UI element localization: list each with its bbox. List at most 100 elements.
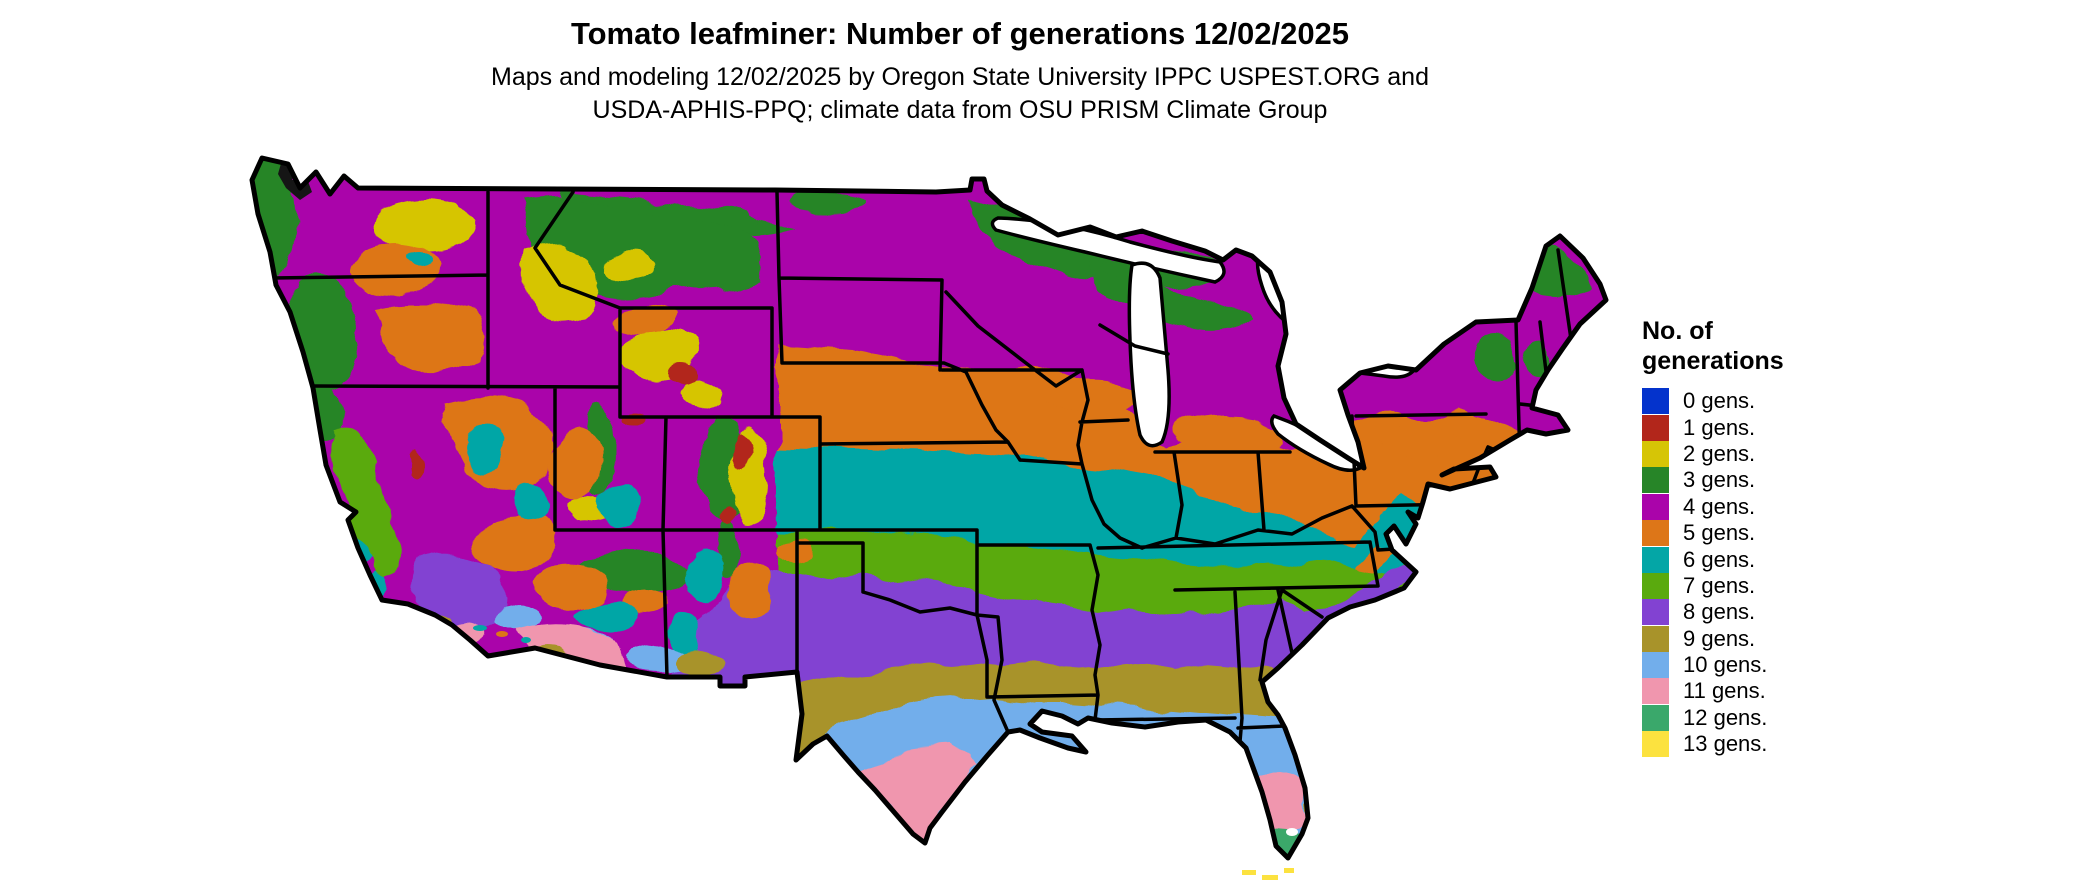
terrain-patch [687,549,723,601]
channel-islands [473,625,531,643]
legend-row: 13 gens. [1642,731,1872,758]
legend-swatch [1642,704,1669,731]
legend-swatch [1642,652,1669,679]
subtitle-line-1: Maps and modeling 12/02/2025 by Oregon S… [491,63,1429,91]
page-title: Tomato leafminer: Number of generations … [570,16,1350,51]
terrain-patch [350,243,440,293]
key-island [1262,875,1278,880]
channel-island [496,631,508,637]
legend-swatch [1642,388,1669,415]
legend-label: 12 gens. [1683,704,1768,730]
legend-swatch [1642,625,1669,652]
legend-swatch [1642,520,1669,547]
terrain-patch [550,430,600,500]
legend-label: 5 gens. [1683,520,1756,546]
legend-row: 7 gens. [1642,572,1872,599]
legend-swatch [1642,678,1669,705]
channel-island [521,637,531,643]
legend-swatch [1642,572,1669,599]
us-generations-map [249,155,1609,880]
terrain-patch [628,646,688,670]
legend-swatch [1642,731,1669,758]
legend-title-line-1: No. of [1642,317,1713,345]
legend-row: 1 gens. [1642,414,1872,441]
legend-label: 11 gens. [1683,678,1766,704]
terrain-patch [776,490,804,530]
terrain-patch [790,191,870,209]
terrain-patch [1175,417,1285,453]
legend-row: 3 gens. [1642,467,1872,494]
terrain-patch [1476,332,1520,388]
terrain-patch [733,432,751,468]
legend: No. of generations 0 gens. 1 gens. 2 gen… [1642,316,1872,758]
channel-island [473,625,487,631]
terrain-patch [1035,379,1145,411]
terrain-patch [1542,453,1578,477]
lake-okeechobee [1286,828,1298,836]
terrain-patch [719,503,735,527]
subtitle-line-2: USDA-APHIS-PPQ; climate data from OSU PR… [592,96,1328,124]
terrain-patch [621,413,649,427]
terrain-patch [406,252,430,268]
terrain-patch [669,615,701,655]
legend-label: 8 gens. [1683,599,1756,625]
legend-row: 6 gens. [1642,546,1872,573]
terrain-patch [573,599,637,631]
terrain-patch [613,306,677,334]
terrain-patch [467,424,503,476]
terrain-patch [1380,428,1460,456]
legend-label: 1 gens. [1683,414,1756,440]
legend-swatch [1642,440,1669,467]
legend-label: 7 gens. [1683,572,1756,598]
us-outline [249,155,1609,861]
legend-label: 10 gens. [1683,652,1768,678]
florida-keys [1242,868,1294,880]
terrain-patch [475,517,555,573]
terrain-patch [1488,239,1595,298]
terrain-patch [728,562,772,618]
legend-swatch [1642,546,1669,573]
terrain-patch [604,252,656,278]
legend-row: 11 gens. [1642,678,1872,705]
legend-row: 5 gens. [1642,520,1872,547]
legend-row: 2 gens. [1642,440,1872,467]
legend-row: 4 gens. [1642,493,1872,520]
legend-label: 3 gens. [1683,467,1756,493]
terrain-patch [373,199,477,251]
legend-label: 9 gens. [1683,625,1756,651]
legend-title: No. of generations [1642,316,1872,376]
legend-rows: 0 gens. 1 gens. 2 gens. 3 gens. 4 gens. … [1642,388,1872,758]
terrain-patch [670,366,700,384]
legend-row: 10 gens. [1642,652,1872,679]
terrain-patch [375,303,485,371]
terrain-patch [775,536,815,560]
terrain-patch [330,425,399,578]
legend-row: 12 gens. [1642,704,1872,731]
legend-label: 6 gens. [1683,546,1756,572]
terrain-patch [498,607,542,633]
legend-label: 2 gens. [1683,440,1756,466]
key-island [1284,868,1294,873]
legend-row: 9 gens. [1642,625,1872,652]
legend-swatch [1642,493,1669,520]
terrain-patch [408,451,422,479]
legend-swatch [1642,599,1669,626]
lake-michigan [1127,261,1171,448]
terrain-patch [755,710,785,730]
terrain-patch [535,565,605,605]
legend-swatch [1642,467,1669,494]
legend-swatch [1642,414,1669,441]
legend-row: 0 gens. [1642,388,1872,415]
legend-title-line-2: generations [1642,347,1784,375]
terrain-patch [676,649,724,671]
legend-label: 13 gens. [1683,731,1768,757]
terrain-patch [513,483,547,527]
terrain-patch [778,700,792,710]
legend-row: 8 gens. [1642,599,1872,626]
legend-label: 4 gens. [1683,493,1756,519]
map-subtitle: Maps and modeling 12/02/2025 by Oregon S… [0,61,1920,127]
band-11gens [790,746,978,842]
terrain-patch [600,481,640,529]
key-island [1242,870,1256,875]
